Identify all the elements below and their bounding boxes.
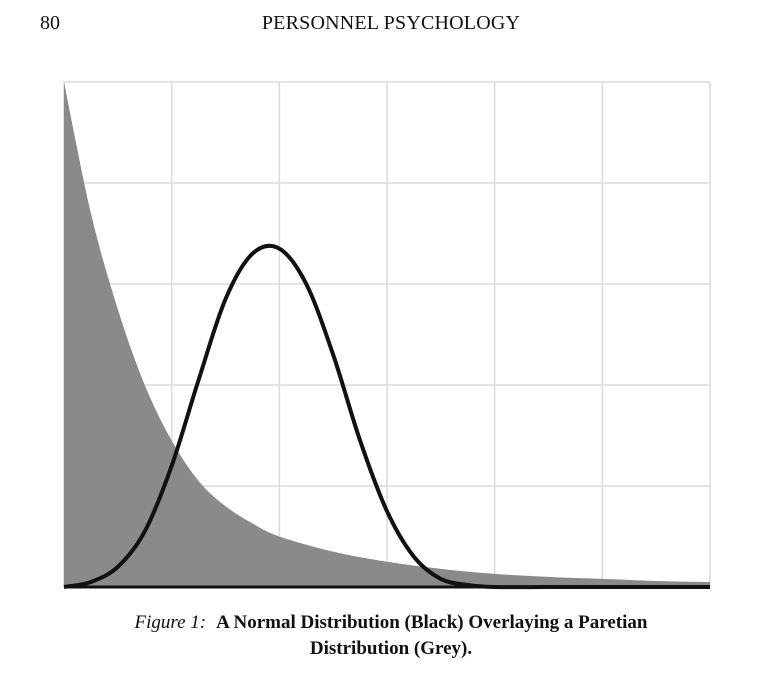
running-head: PERSONNEL PSYCHOLOGY [261,12,521,34]
figure-title-line-2: Distribution (Grey). [309,638,473,659]
figure-chart [63,81,711,590]
paretian-distribution-area [64,82,710,587]
figure-title-line-1: A Normal Distribution (Black) Overlaying… [216,612,648,633]
figure-label: Figure 1: [134,612,207,633]
page-number: 80 [40,12,60,34]
figure-caption: Figure 1: A Normal Distribution (Black) O… [0,610,782,662]
